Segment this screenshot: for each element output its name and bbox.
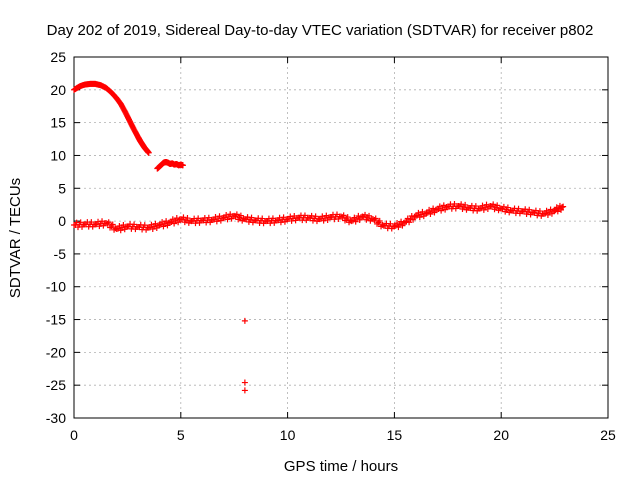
point-main <box>344 214 351 221</box>
point-short-segment <box>179 162 186 169</box>
y-tick-label: 15 <box>50 115 66 131</box>
point-main <box>153 224 160 231</box>
point-main <box>312 213 319 220</box>
y-axis-label: SDTVAR / TECUs <box>7 178 24 298</box>
point-main <box>544 211 551 218</box>
y-tick-label: -10 <box>46 279 66 295</box>
point-main <box>500 203 507 210</box>
point-main <box>548 210 555 217</box>
point-main <box>536 208 543 215</box>
point-main <box>121 226 128 233</box>
point-main <box>399 222 406 229</box>
x-tick-label: 25 <box>600 427 616 443</box>
y-tick-label: -5 <box>54 246 67 262</box>
point-main <box>354 215 361 222</box>
point-main <box>560 203 567 210</box>
point-main <box>395 224 402 231</box>
point-main <box>490 201 497 208</box>
point-main <box>410 216 417 223</box>
point-main <box>480 206 487 213</box>
x-tick-label: 10 <box>280 427 296 443</box>
point-main <box>105 219 112 226</box>
y-tick-label: 10 <box>50 147 66 163</box>
point-main <box>233 211 240 218</box>
point-main <box>340 212 347 219</box>
point-main <box>160 223 167 230</box>
point-main <box>184 215 191 222</box>
point-main <box>175 219 182 226</box>
y-tick-label: 20 <box>50 82 66 98</box>
point-main <box>411 213 418 220</box>
point-main <box>117 227 124 234</box>
point-main <box>351 214 358 221</box>
point-main <box>171 220 178 227</box>
point-outliers <box>241 379 248 386</box>
y-tick-label: 25 <box>50 49 66 65</box>
point-main <box>370 216 377 223</box>
point-main <box>237 212 244 219</box>
point-main <box>164 222 171 229</box>
x-tick-label: 0 <box>70 427 78 443</box>
point-main <box>430 205 437 212</box>
point-main <box>398 218 405 225</box>
point-main <box>416 214 423 221</box>
point-main <box>379 221 386 228</box>
point-early-arc <box>145 149 152 156</box>
y-tick-label: -30 <box>46 410 66 426</box>
y-tick-label: -20 <box>46 344 66 360</box>
grid <box>74 57 608 418</box>
data-marks <box>71 80 567 394</box>
point-main <box>356 216 363 223</box>
point-main <box>404 215 411 222</box>
point-main <box>431 209 438 216</box>
point-main <box>366 212 373 219</box>
point-main <box>406 219 413 226</box>
point-main <box>149 225 156 232</box>
plot-area-border <box>73 56 609 419</box>
point-main <box>103 220 110 227</box>
point-main <box>180 214 187 221</box>
x-tick-label: 15 <box>387 427 403 443</box>
y-tick-label: 0 <box>58 213 66 229</box>
point-outliers <box>241 387 248 394</box>
point-main <box>458 201 465 208</box>
point-main <box>376 217 383 224</box>
point-main <box>352 218 359 225</box>
point-main <box>484 205 491 212</box>
point-main <box>424 209 431 216</box>
point-main <box>427 211 434 218</box>
point-main <box>426 206 433 213</box>
x-axis-label: GPS time / hours <box>284 458 398 475</box>
point-main <box>350 217 357 224</box>
point-main <box>558 206 565 213</box>
point-main <box>396 221 403 228</box>
point-main <box>392 222 399 229</box>
point-main <box>109 221 116 228</box>
point-main <box>394 220 401 227</box>
point-main <box>494 202 501 209</box>
point-main <box>372 215 379 222</box>
point-main <box>526 206 533 213</box>
y-tick-label: -25 <box>46 377 66 393</box>
point-main <box>403 218 410 225</box>
point-main <box>407 216 414 223</box>
point-main <box>462 201 469 208</box>
point-main <box>442 206 449 213</box>
point-main <box>420 213 427 220</box>
y-tick-label: -15 <box>46 312 66 328</box>
point-main <box>248 214 255 221</box>
point-main <box>504 204 511 211</box>
point-main <box>362 211 369 218</box>
point-main <box>438 207 445 214</box>
axis-ticks: 0 5 10 15 20 25 -30 -25 -20 -15 -10 -5 0 5 10 15 20 25 <box>46 49 616 443</box>
point-main <box>428 208 435 215</box>
point-main <box>554 208 561 215</box>
point-outliers <box>241 317 248 324</box>
chart-title: Day 202 of 2019, Sidereal Day-to-day VTE… <box>47 22 594 39</box>
x-tick-label: 20 <box>493 427 509 443</box>
x-tick-label: 5 <box>177 427 185 443</box>
y-tick-label: 5 <box>58 180 66 196</box>
